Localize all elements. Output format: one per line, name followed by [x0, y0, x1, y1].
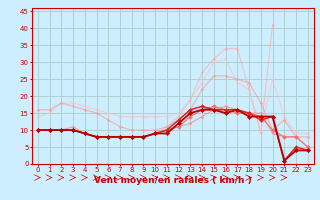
X-axis label: Vent moyen/en rafales ( km/h ): Vent moyen/en rafales ( km/h )	[94, 176, 252, 185]
